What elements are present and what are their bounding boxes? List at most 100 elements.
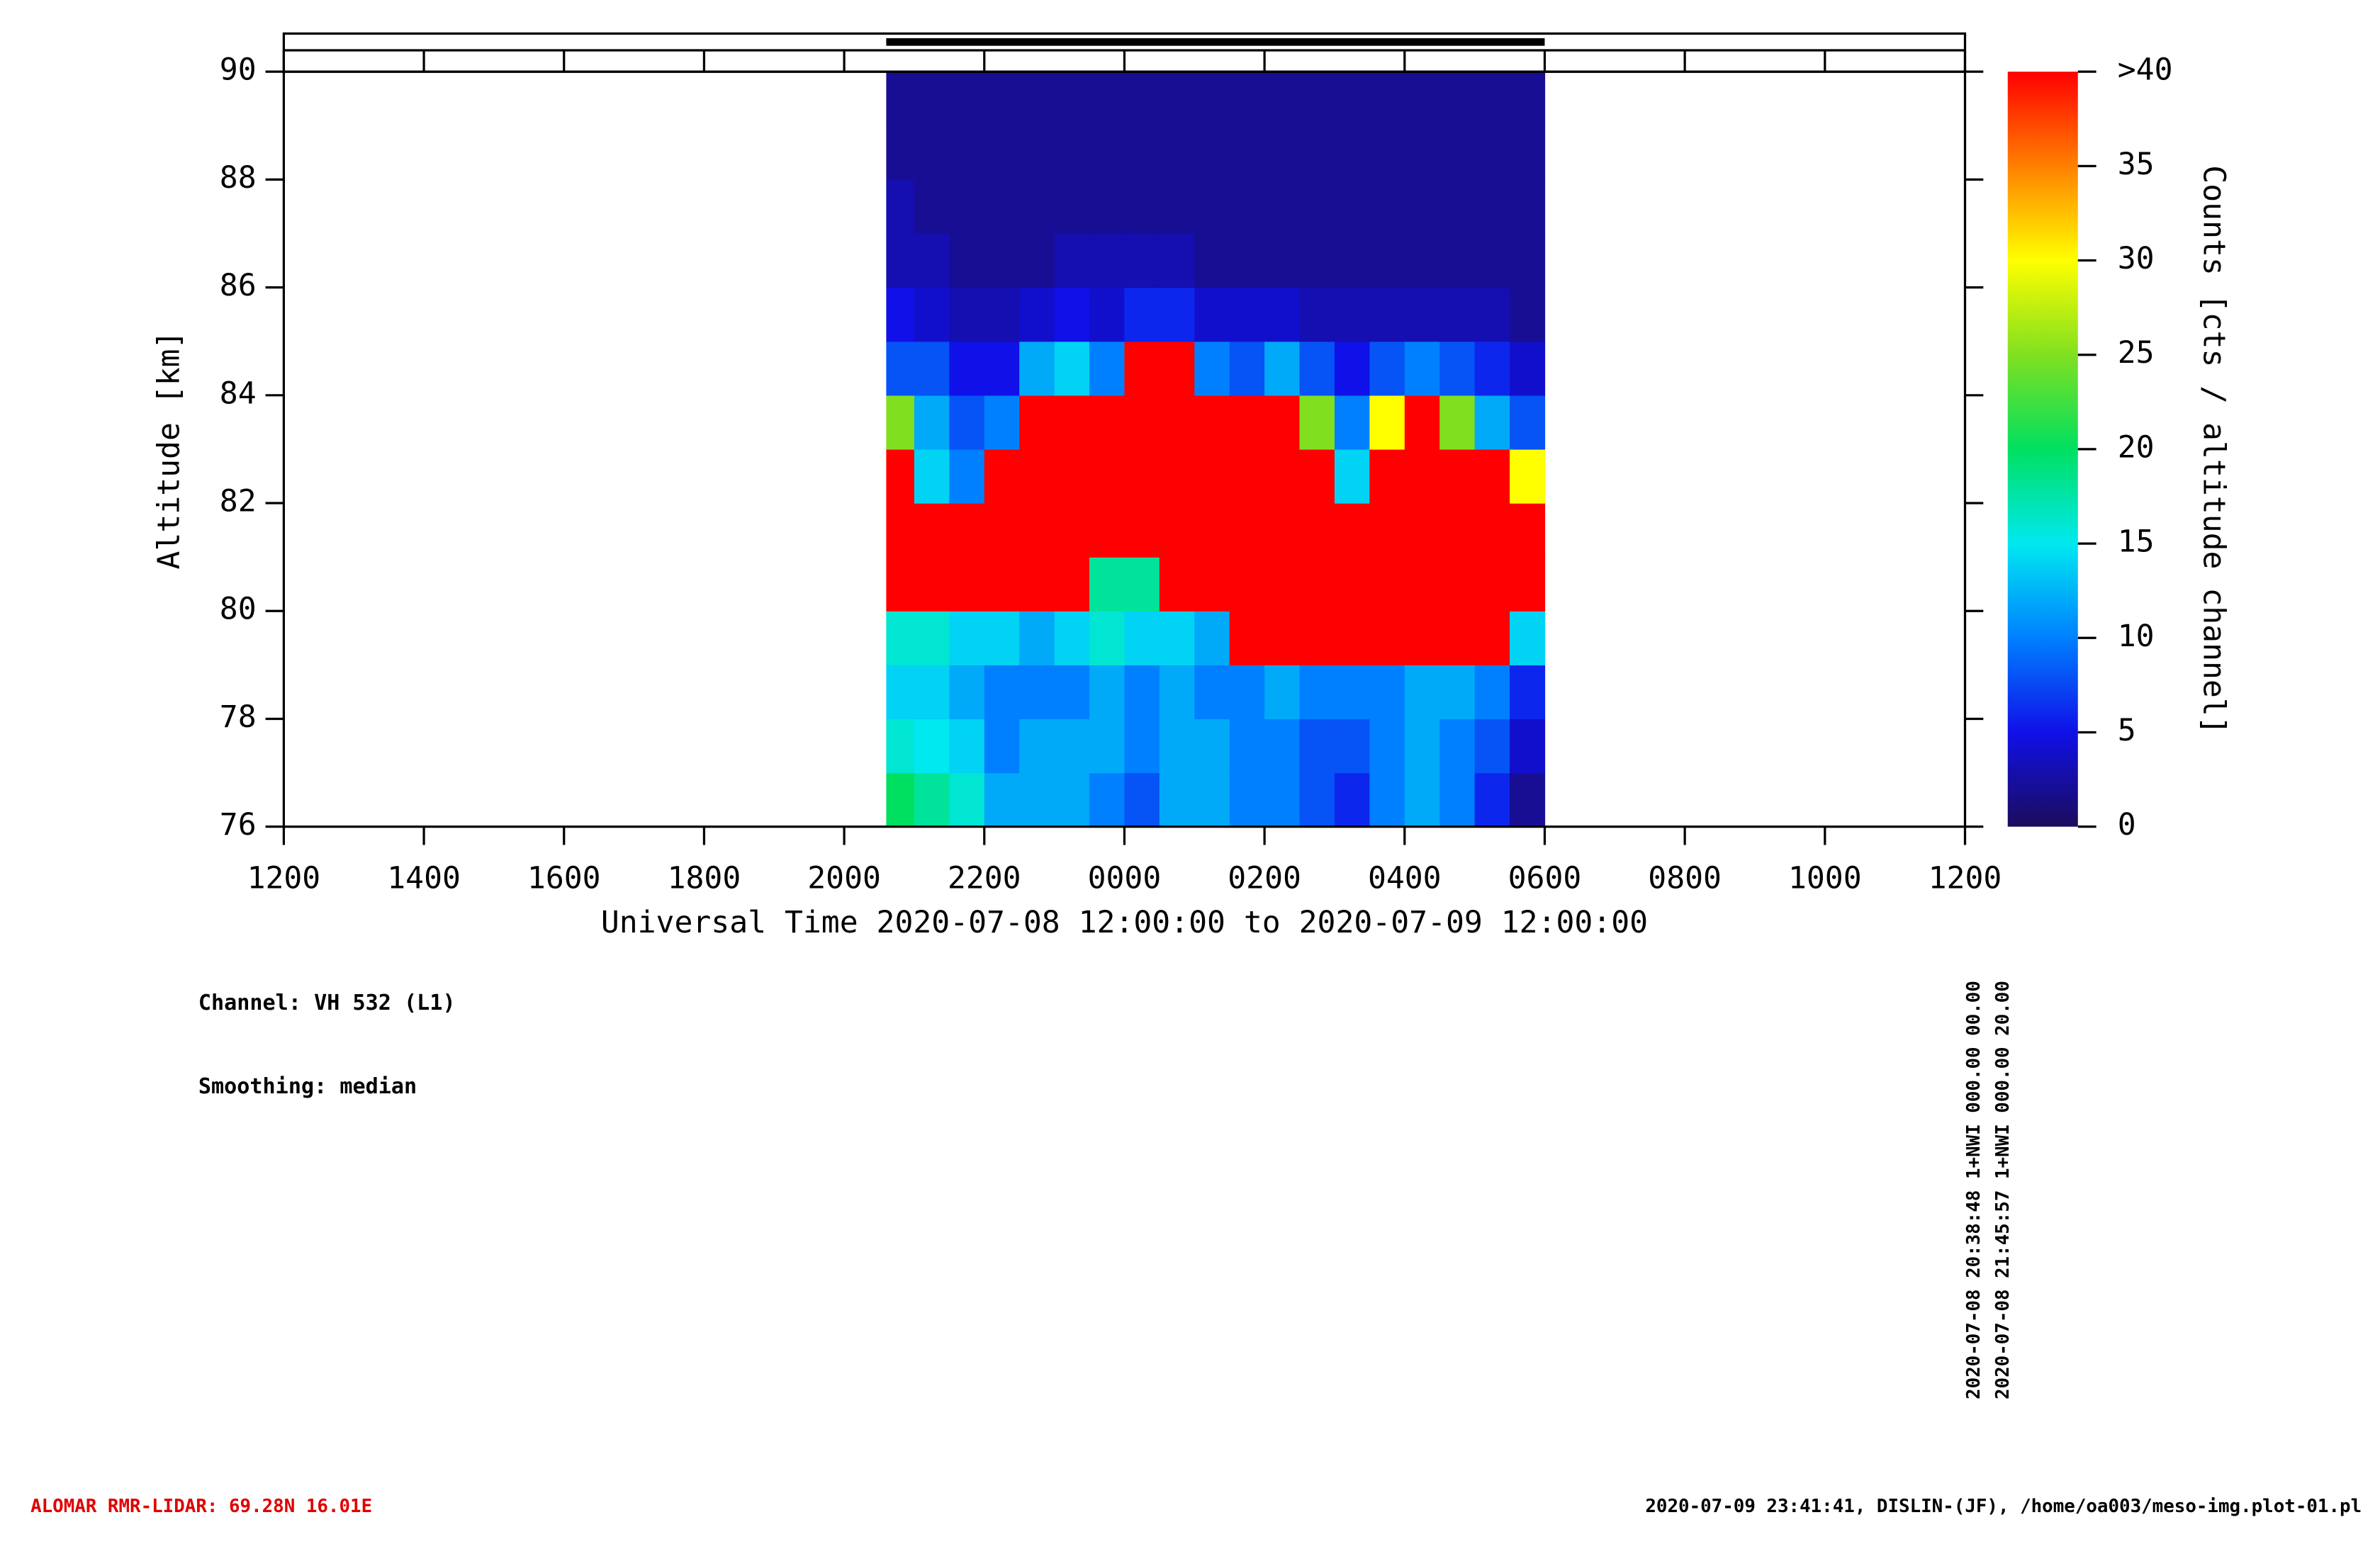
heatmap-cell <box>1404 287 1440 342</box>
heatmap-cell <box>1089 125 1126 181</box>
heatmap-cell <box>1089 233 1126 288</box>
heatmap-cell <box>1439 125 1476 181</box>
heatmap-cell <box>1264 287 1301 342</box>
heatmap-cell <box>1369 449 1405 504</box>
heatmap-cell <box>1369 557 1405 612</box>
heatmap-cell <box>1019 287 1055 342</box>
heatmap-cell <box>1299 665 1335 720</box>
colorbar-tick-label: 10 <box>2118 619 2155 654</box>
heatmap-cell <box>1439 72 1476 126</box>
heatmap-cell <box>1124 341 1160 396</box>
heatmap-cell <box>1369 287 1405 342</box>
heatmap-cell <box>1439 233 1476 288</box>
heatmap-cell <box>984 341 1020 396</box>
heatmap-cell <box>1299 341 1335 396</box>
heatmap-cell <box>1334 341 1371 396</box>
heatmap-cell <box>886 179 915 235</box>
heatmap-cell <box>1124 772 1160 828</box>
heatmap-cell <box>1439 557 1476 612</box>
heatmap-cell <box>1334 611 1371 665</box>
heatmap-cell <box>1089 449 1126 504</box>
heatmap-cell <box>1194 557 1230 612</box>
x-tick-label: 0600 <box>1508 861 1582 896</box>
heatmap-cell <box>1299 557 1335 612</box>
heatmap-cell <box>1054 395 1090 450</box>
heatmap-cell <box>949 772 985 828</box>
heatmap-cell <box>1019 395 1055 450</box>
heatmap-cell <box>1019 125 1055 181</box>
heatmap-cell <box>1264 125 1301 181</box>
heatmap-cell <box>1474 449 1510 504</box>
heatmap-cell <box>949 611 985 665</box>
heatmap-cell <box>1054 772 1090 828</box>
footer-left: ALOMAR RMR-LIDAR: 69.28N 16.01E <box>30 1496 372 1517</box>
heatmap-cell <box>1264 557 1301 612</box>
x-tick-label: 0200 <box>1228 861 1301 896</box>
heatmap-cell <box>949 72 985 126</box>
y-tick-label: 82 <box>220 484 257 519</box>
heatmap-cell <box>1089 341 1126 396</box>
heatmap-cell <box>1229 125 1265 181</box>
colorbar-tick-label: 5 <box>2118 713 2136 748</box>
heatmap-cell <box>914 503 950 558</box>
heatmap-cell <box>1439 449 1476 504</box>
heatmap-cell <box>1404 665 1440 720</box>
heatmap-cell <box>1334 287 1371 342</box>
heatmap-cell <box>1510 772 1546 828</box>
heatmap-cell <box>1054 287 1090 342</box>
heatmap-cell <box>1299 611 1335 665</box>
heatmap-cell <box>984 665 1020 720</box>
heatmap-cell <box>949 233 985 288</box>
y-tick-label: 86 <box>220 268 257 303</box>
heatmap-cell <box>984 611 1020 665</box>
heatmap-cell <box>949 449 985 504</box>
heatmap-cell <box>1334 395 1371 450</box>
heatmap-cell <box>1369 772 1405 828</box>
heatmap-cell <box>1334 665 1371 720</box>
heatmap-cell <box>1194 125 1230 181</box>
heatmap-cell <box>1439 611 1476 665</box>
heatmap-cell <box>1054 503 1090 558</box>
heatmap-cell <box>1159 287 1195 342</box>
y-tick-label: 84 <box>220 376 257 411</box>
heatmap-cell <box>1474 72 1510 126</box>
heatmap-cell <box>1369 179 1405 235</box>
heatmap-cell <box>1229 341 1265 396</box>
heatmap-cell <box>1019 341 1055 396</box>
x-tick-label: 1600 <box>527 861 601 896</box>
heatmap-cell <box>914 395 950 450</box>
heatmap-cell <box>1474 233 1510 288</box>
annotation: Channel: VH 532 (L1) <box>198 991 456 1015</box>
heatmap-cell <box>1054 341 1090 396</box>
heatmap-cell <box>1159 125 1195 181</box>
heatmap-cell <box>1404 72 1440 126</box>
heatmap-cell <box>1229 772 1265 828</box>
heatmap-cell <box>1159 665 1195 720</box>
heatmap-cell <box>949 179 985 235</box>
annotation: Smoothing: median <box>198 1074 417 1099</box>
heatmap-cell <box>1264 503 1301 558</box>
heatmap-cell <box>886 72 915 126</box>
heatmap-cell <box>1159 503 1195 558</box>
heatmap-cell <box>1194 449 1230 504</box>
heatmap-cell <box>914 557 950 612</box>
heatmap-cell <box>1510 503 1546 558</box>
heatmap-cell <box>1229 449 1265 504</box>
x-tick-label: 0400 <box>1368 861 1442 896</box>
heatmap-cell <box>949 719 985 774</box>
heatmap-cell <box>1229 719 1265 774</box>
heatmap-cell <box>886 611 915 665</box>
heatmap-cell <box>1510 557 1546 612</box>
heatmap-cell <box>1334 179 1371 235</box>
heatmap-cell <box>1369 233 1405 288</box>
heatmap-cell <box>949 287 985 342</box>
heatmap-cell <box>1334 772 1371 828</box>
heatmap-cell <box>1404 341 1440 396</box>
heatmap-cell <box>1229 557 1265 612</box>
heatmap-cell <box>1404 719 1440 774</box>
heatmap-cell <box>1334 125 1371 181</box>
heatmap-cell <box>1474 287 1510 342</box>
heatmap-cell <box>984 233 1020 288</box>
heatmap-cell <box>1404 125 1440 181</box>
